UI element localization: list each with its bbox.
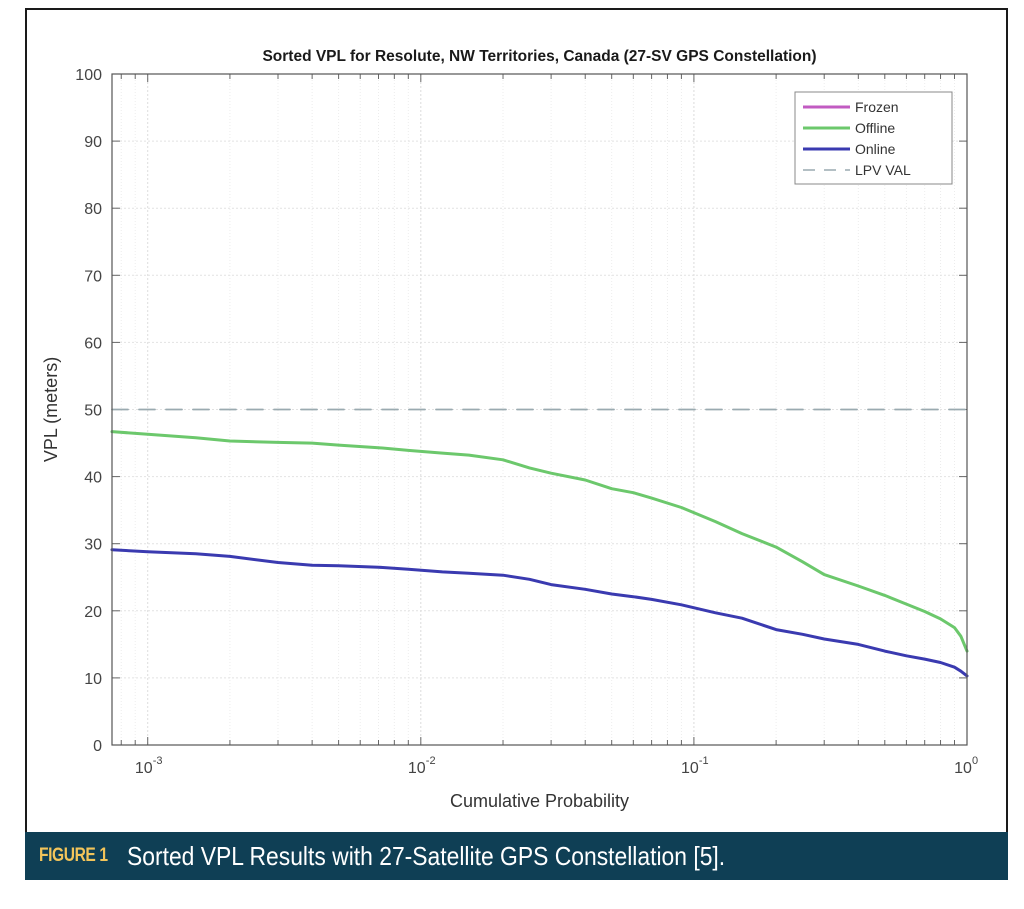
series-lines [110,408,969,678]
legend-label: Offline [855,120,895,136]
y-tick-label: 0 [93,738,102,755]
x-tick-label: 10 -1 [681,755,709,777]
x-tick-label-base: 10 [954,760,972,777]
y-tick-label: 60 [84,335,102,352]
y-tick-label: 30 [84,537,102,554]
figure-label: FIGURE 1 [39,845,108,866]
x-tick-label-base: 10 [408,760,426,777]
x-tick-label-exponent: 0 [972,755,978,767]
y-tick-labels: 0 10 20 30 40 50 60 70 80 90 100 [75,67,102,755]
x-tick-label: 10 0 [954,755,978,777]
plot-area-border [111,73,968,746]
figure-caption: FIGURE 1 Sorted VPL Results with 27-Sate… [25,832,1008,880]
legend-item: Online [803,141,896,157]
y-tick-label: 100 [75,67,102,84]
y-tick-label: 70 [84,268,102,285]
y-tick-label: 90 [84,134,102,151]
x-tick-label-exponent: -2 [426,755,436,767]
y-tick-label: 80 [84,201,102,218]
y-tick-label: 20 [84,604,102,621]
series-line-online [110,548,969,678]
x-tick-label-exponent: -3 [153,755,163,767]
x-axis-label: Cumulative Probability [450,791,629,811]
legend-item: LPV VAL [803,162,911,178]
y-tick-label: 50 [84,403,102,420]
y-axis-label: VPL (meters) [41,357,61,462]
x-tick-label-base: 10 [681,760,699,777]
series-line-offline [110,430,969,653]
legend-label: Online [855,141,896,157]
x-tick-label: 10 -2 [408,755,436,777]
legend-label: LPV VAL [855,162,911,178]
legend: Frozen Offline Online LPV VAL [794,91,953,185]
x-tick-label: 10 -3 [135,755,163,777]
legend-label: Frozen [855,99,899,115]
figure-caption-text: Sorted VPL Results with 27-Satellite GPS… [126,840,725,871]
legend-item: Frozen [803,99,899,115]
x-tick-labels: 10 -3 10 -2 10 -1 10 0 [135,755,978,777]
y-tick-label: 10 [84,671,102,688]
y-tick-label: 40 [84,470,102,487]
x-tick-label-base: 10 [135,760,153,777]
x-tick-label-exponent: -1 [699,755,709,767]
chart-title: Sorted VPL for Resolute, NW Territories,… [262,48,816,65]
legend-item: Offline [803,120,895,136]
